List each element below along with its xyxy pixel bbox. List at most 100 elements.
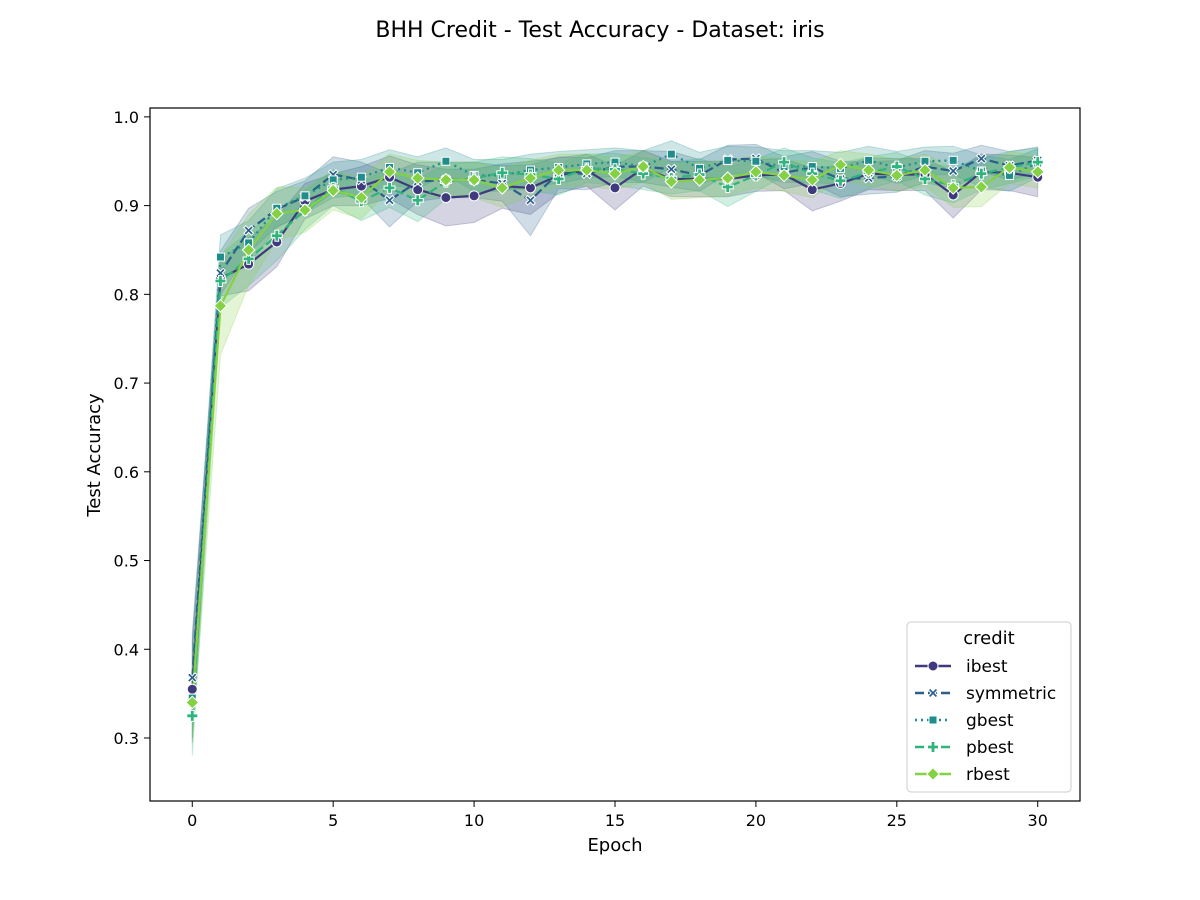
point-rbest <box>974 180 989 194</box>
point-rbest <box>241 243 256 257</box>
point-gbest <box>948 155 958 165</box>
point-gbest <box>723 155 733 165</box>
point-rbest <box>326 183 341 198</box>
point-pbest <box>186 709 199 722</box>
x-tick-label: 20 <box>746 811 766 830</box>
point-rbest <box>608 166 622 181</box>
point-rbest <box>467 172 482 187</box>
x-tick-label: 0 <box>187 811 197 830</box>
point-rbest <box>579 163 594 178</box>
legend-marker-ibest <box>927 660 939 672</box>
point-ibest <box>186 683 198 695</box>
point-symmetric <box>975 153 987 165</box>
line-ibest <box>191 167 1038 690</box>
point-pbest <box>242 252 255 265</box>
y-tick-label: 1.0 <box>114 108 139 127</box>
point-rbest <box>523 171 538 186</box>
legend-label-rbest: rbest <box>966 765 1010 785</box>
legend-item-gbest: gbest <box>915 711 1014 731</box>
x-tick-label: 15 <box>605 811 625 830</box>
point-ibest <box>468 190 480 202</box>
x-tick-label: 30 <box>1028 811 1048 830</box>
point-rbest <box>946 180 961 195</box>
point-symmetric <box>524 194 536 206</box>
legend-box <box>906 621 1072 793</box>
point-rbest <box>805 172 820 187</box>
point-gbest <box>441 156 451 166</box>
point-rbest <box>692 172 707 187</box>
point-rbest <box>185 695 200 710</box>
point-rbest <box>495 180 510 195</box>
point-gbest <box>215 252 225 262</box>
point-rbest <box>551 163 566 178</box>
point-pbest <box>552 172 565 185</box>
point-rbest <box>382 164 397 179</box>
point-rbest <box>833 157 848 172</box>
point-pbest <box>778 156 791 169</box>
point-rbest <box>918 163 932 178</box>
x-axis-ticks: 0 5 10 15 20 25 30 <box>187 801 1048 830</box>
legend-marker-pbest <box>927 741 939 753</box>
legend-item-symmetric: symmetric <box>915 684 1056 704</box>
point-rbest <box>720 171 735 186</box>
point-gbest <box>751 156 761 166</box>
y-tick-label: 0.7 <box>114 374 139 393</box>
point-rbest <box>438 172 453 187</box>
point-gbest <box>666 149 676 159</box>
legend-title: credit <box>963 628 1014 649</box>
point-pbest <box>411 194 424 207</box>
y-axis-label: Test Accuracy <box>84 393 105 518</box>
point-pbest <box>496 166 509 179</box>
point-gbest <box>356 172 366 182</box>
point-rbest <box>354 190 369 205</box>
point-pbest <box>214 275 227 288</box>
point-rbest <box>889 168 904 183</box>
point-gbest <box>300 191 310 201</box>
point-rbest <box>410 171 425 186</box>
point-rbest <box>777 168 792 183</box>
legend-marker-symmetric <box>927 687 939 699</box>
point-rbest <box>298 203 312 217</box>
x-axis-label: Epoch <box>587 835 642 856</box>
legend-marker-gbest <box>928 715 938 725</box>
point-pbest <box>721 180 734 193</box>
y-axis-ticks: 0.3 0.4 0.5 0.6 0.7 0.8 0.9 1.0 <box>114 108 150 748</box>
line-gbest <box>191 153 1039 699</box>
point-pbest <box>637 167 650 180</box>
x-tick-label: 10 <box>464 811 484 830</box>
point-pbest <box>383 181 396 194</box>
x-tick-label: 5 <box>328 811 338 830</box>
y-tick-label: 0.9 <box>114 197 139 216</box>
legend-items: ibest symmetric gbest pbest rbest <box>915 657 1056 785</box>
point-pbest <box>975 167 988 180</box>
series-markers <box>185 149 1045 722</box>
y-tick-label: 0.8 <box>114 285 139 304</box>
chart-title: BHH Credit - Test Accuracy - Dataset: ir… <box>375 18 824 43</box>
legend-label-pbest: pbest <box>966 738 1014 758</box>
point-rbest <box>636 159 651 174</box>
legend-item-ibest: ibest <box>915 657 1008 677</box>
legend-label-ibest: ibest <box>966 657 1008 677</box>
line-symmetric <box>191 157 1038 678</box>
point-rbest <box>1030 164 1045 179</box>
legend-item-rbest: rbest <box>915 765 1010 785</box>
y-tick-label: 0.3 <box>114 729 139 748</box>
legend-label-gbest: gbest <box>966 711 1014 731</box>
point-rbest <box>269 206 284 221</box>
point-symmetric <box>186 672 198 684</box>
y-tick-label: 0.5 <box>114 552 139 571</box>
point-symmetric <box>243 224 255 236</box>
point-symmetric <box>947 165 959 177</box>
point-pbest <box>270 229 283 242</box>
point-pbest <box>919 172 931 185</box>
point-rbest <box>1002 160 1017 175</box>
legend-label-symmetric: symmetric <box>966 684 1056 704</box>
legend-marker-rbest <box>926 767 940 781</box>
band-ibest <box>191 150 1039 739</box>
point-pbest <box>834 174 847 187</box>
y-tick-label: 0.4 <box>114 640 139 659</box>
x-tick-label: 25 <box>887 811 907 830</box>
y-tick-label: 0.6 <box>114 463 139 482</box>
point-rbest <box>748 164 763 179</box>
